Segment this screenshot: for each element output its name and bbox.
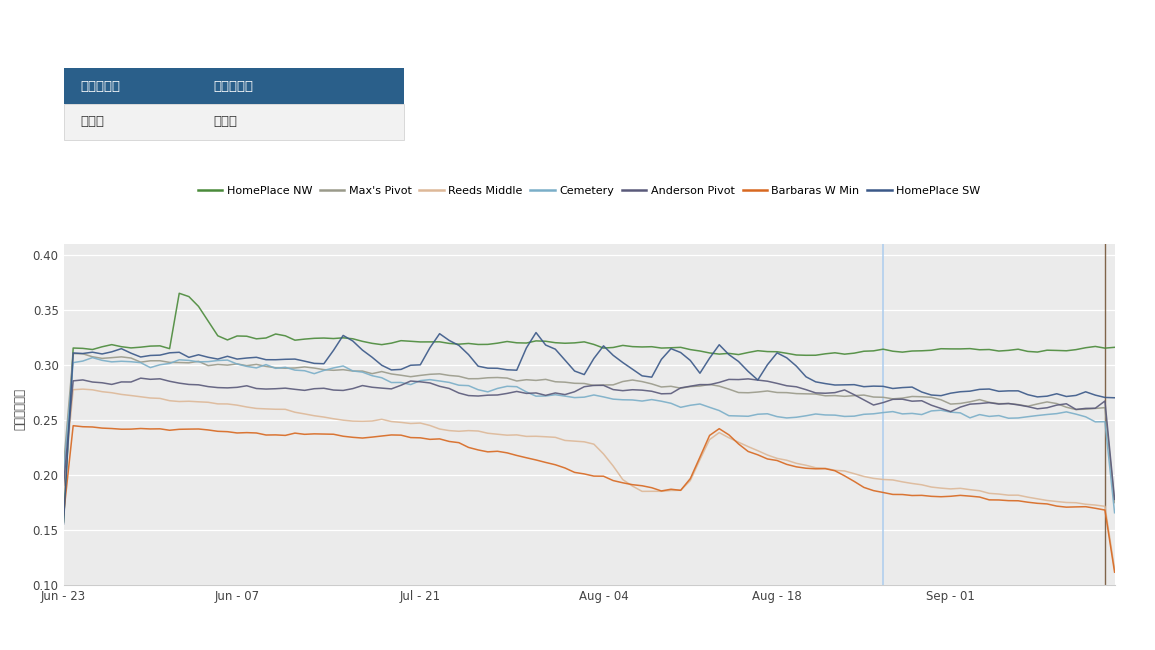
Text: 水分量（ヨ）: 水分量（ヨ） <box>14 389 27 430</box>
Reeds Middle <box>76 385 90 393</box>
Anderson Pivot <box>1050 401 1064 409</box>
Barbaras W Min <box>549 461 562 469</box>
HomePlace NW <box>1108 343 1122 351</box>
Max's Pivot <box>375 368 389 376</box>
HomePlace NW <box>549 339 562 346</box>
Anderson Pivot <box>375 384 389 392</box>
HomePlace NW <box>375 341 389 348</box>
HomePlace NW <box>578 338 591 346</box>
Reeds Middle <box>578 438 591 446</box>
Reeds Middle <box>1050 498 1064 506</box>
HomePlace NW <box>808 352 822 359</box>
Cemetery <box>375 374 389 382</box>
Barbaras W Min <box>375 432 389 440</box>
HomePlace NW <box>57 518 70 526</box>
HomePlace NW <box>1088 343 1102 350</box>
HomePlace SW <box>365 354 379 361</box>
Anderson Pivot <box>57 482 70 489</box>
Barbaras W Min <box>1050 502 1064 510</box>
Anderson Pivot <box>578 383 591 391</box>
Legend: HomePlace NW, Max's Pivot, Reeds Middle, Cemetery, Anderson Pivot, Barbaras W Mi: HomePlace NW, Max's Pivot, Reeds Middle,… <box>193 181 985 200</box>
HomePlace NW <box>172 289 186 297</box>
Cemetery <box>57 471 70 479</box>
Barbaras W Min <box>1088 504 1102 512</box>
Text: 作物の種類: 作物の種類 <box>214 80 254 92</box>
Line: Anderson Pivot: Anderson Pivot <box>64 378 1115 499</box>
HomePlace SW <box>1050 390 1064 398</box>
HomePlace SW <box>529 329 543 337</box>
Barbaras W Min <box>57 512 70 519</box>
Text: 土壌の種類: 土壌の種類 <box>81 80 121 92</box>
Barbaras W Min <box>578 470 591 478</box>
Text: 埴壌土: 埴壌土 <box>81 116 105 129</box>
Reeds Middle <box>57 488 70 495</box>
Anderson Pivot <box>1108 495 1122 503</box>
Anderson Pivot <box>549 389 562 397</box>
Cemetery <box>1108 509 1122 517</box>
Cemetery <box>808 410 822 418</box>
HomePlace SW <box>549 345 562 353</box>
Max's Pivot <box>1050 400 1064 408</box>
Reeds Middle <box>808 464 822 472</box>
Line: HomePlace NW: HomePlace NW <box>64 293 1115 522</box>
Max's Pivot <box>1108 499 1122 506</box>
Max's Pivot <box>549 378 562 385</box>
HomePlace SW <box>1088 391 1102 399</box>
Max's Pivot <box>808 390 822 398</box>
Max's Pivot <box>57 463 70 471</box>
Reeds Middle <box>1108 565 1122 573</box>
Barbaras W Min <box>66 422 80 430</box>
Cemetery <box>85 354 99 361</box>
Cemetery <box>549 391 562 398</box>
Reeds Middle <box>549 434 562 441</box>
Max's Pivot <box>578 380 591 387</box>
Barbaras W Min <box>1108 568 1122 576</box>
HomePlace SW <box>57 520 70 528</box>
Anderson Pivot <box>134 374 148 382</box>
Cemetery <box>1050 410 1064 417</box>
Reeds Middle <box>375 415 389 423</box>
Barbaras W Min <box>808 465 822 473</box>
Line: HomePlace SW: HomePlace SW <box>64 333 1115 524</box>
Anderson Pivot <box>1088 404 1102 412</box>
Text: 外来種: 外来種 <box>214 116 238 129</box>
HomePlace NW <box>1050 346 1064 354</box>
HomePlace SW <box>1108 394 1122 402</box>
Line: Max's Pivot: Max's Pivot <box>64 354 1115 502</box>
Cemetery <box>578 393 591 401</box>
Anderson Pivot <box>808 389 822 396</box>
Cemetery <box>1088 418 1102 426</box>
Line: Barbaras W Min: Barbaras W Min <box>64 426 1115 572</box>
Line: Cemetery: Cemetery <box>64 358 1115 513</box>
HomePlace SW <box>578 370 591 378</box>
Reeds Middle <box>1088 501 1102 509</box>
Max's Pivot <box>1088 404 1102 412</box>
Line: Reeds Middle: Reeds Middle <box>64 389 1115 569</box>
HomePlace SW <box>808 378 822 385</box>
Max's Pivot <box>66 350 80 358</box>
